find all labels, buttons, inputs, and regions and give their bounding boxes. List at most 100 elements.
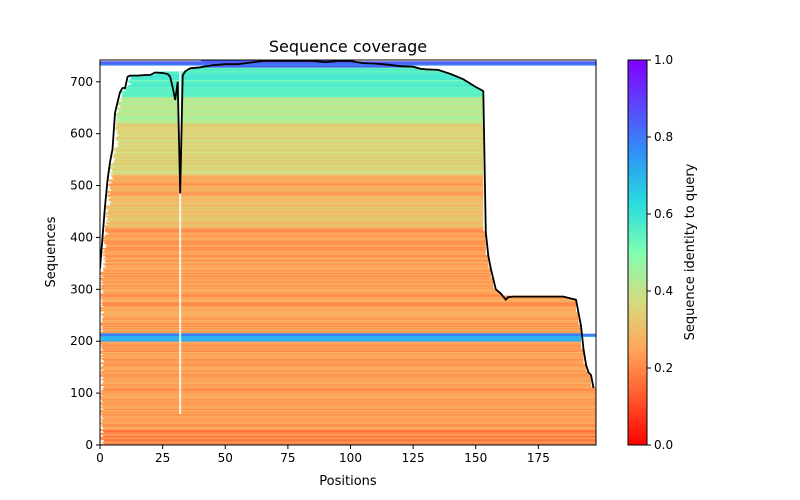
alignment-row xyxy=(121,100,484,102)
alignment-row xyxy=(102,317,579,319)
alignment-row xyxy=(100,340,581,342)
alignment-row xyxy=(100,396,596,398)
alignment-row xyxy=(102,247,486,250)
alignment-row xyxy=(131,83,471,86)
alignment-row xyxy=(100,398,596,400)
alignment-row xyxy=(103,284,494,286)
alignment-row xyxy=(100,310,576,312)
alignment-row xyxy=(106,216,484,219)
alignment-row xyxy=(102,407,596,409)
alignment-row xyxy=(103,269,491,271)
alignment-row xyxy=(100,332,581,335)
alignment-row xyxy=(108,211,484,213)
alignment-row xyxy=(103,258,489,260)
alignment-row xyxy=(103,305,576,308)
alignment-row xyxy=(101,301,576,304)
alignment-row xyxy=(109,203,484,205)
alignment-row xyxy=(101,326,581,329)
alignment-row xyxy=(103,311,576,313)
alignment-row xyxy=(102,382,591,385)
alignment-row xyxy=(102,250,486,253)
alignment-row xyxy=(111,181,484,183)
alignment-row xyxy=(116,139,484,142)
coverage-line xyxy=(100,60,595,389)
alignment-row xyxy=(106,243,486,246)
alignment-row xyxy=(101,383,591,386)
alignment-row xyxy=(100,271,491,274)
y-axis-label: Sequences xyxy=(44,216,59,287)
alignment-row xyxy=(100,345,581,347)
alignment-row xyxy=(101,354,584,357)
alignment-row xyxy=(101,416,596,419)
alignment-row xyxy=(102,348,584,350)
alignment-row xyxy=(116,126,484,128)
alignment-row xyxy=(117,135,484,138)
alignment-row xyxy=(112,176,484,178)
alignment-row xyxy=(101,419,596,421)
alignment-row xyxy=(100,422,596,424)
alignment-row xyxy=(100,403,596,405)
alignment-row xyxy=(158,72,449,74)
alignment-row xyxy=(104,260,489,262)
alignment-row xyxy=(107,184,484,186)
alignment-row xyxy=(114,158,484,160)
high-identity-row xyxy=(100,63,596,66)
alignment-row xyxy=(100,406,596,408)
alignment-row xyxy=(100,272,491,275)
alignment-row xyxy=(100,409,596,412)
alignment-row xyxy=(100,341,581,343)
alignment-row xyxy=(103,359,584,362)
alignment-row xyxy=(106,222,484,225)
alignment-row xyxy=(100,323,579,325)
alignment-row xyxy=(101,378,591,380)
alignment-row xyxy=(115,113,484,116)
alignment-row xyxy=(101,361,584,364)
alignment-row xyxy=(101,313,579,315)
colorbar-ticks: 0.0 0.2 0.4 0.6 0.8 1.0 xyxy=(647,53,673,452)
alignment-row xyxy=(102,373,589,375)
alignment-row xyxy=(102,240,486,242)
y-tick-label: 300 xyxy=(70,282,93,296)
alignment-row xyxy=(102,421,596,423)
alignment-row xyxy=(105,221,484,224)
alignment-row xyxy=(103,276,491,279)
alignment-row xyxy=(103,377,591,379)
alignment-row xyxy=(102,291,499,293)
alignment-row xyxy=(190,67,419,69)
alignment-row xyxy=(100,273,491,276)
alignment-row xyxy=(116,132,484,134)
alignment-row xyxy=(100,337,581,339)
alignment-row xyxy=(104,265,489,267)
alignment-row xyxy=(108,217,484,220)
alignment-row xyxy=(100,295,564,297)
alignment-row xyxy=(102,415,596,418)
alignment-row xyxy=(103,292,501,294)
alignment-row xyxy=(115,118,484,120)
chart-title: Sequence coverage xyxy=(269,37,427,56)
alignment-row xyxy=(104,261,489,263)
alignment-row xyxy=(115,129,484,131)
alignment-row xyxy=(103,427,596,429)
alignment-row xyxy=(103,430,596,432)
alignment-row xyxy=(102,399,596,401)
alignment-row xyxy=(105,213,484,215)
alignment-row xyxy=(100,368,586,370)
alignment-row xyxy=(100,397,596,399)
y-tick-label: 700 xyxy=(70,75,93,89)
alignment-row xyxy=(108,208,484,210)
alignment-row xyxy=(100,384,591,387)
alignment-row xyxy=(103,316,579,318)
x-tick-label: 175 xyxy=(527,451,550,465)
alignment-row xyxy=(105,235,486,237)
alignment-row xyxy=(110,192,484,195)
alignment-row xyxy=(115,147,484,149)
alignment-row xyxy=(114,148,484,150)
alignment-row xyxy=(106,244,486,247)
alignment-row xyxy=(108,210,484,212)
alignment-row xyxy=(103,426,596,428)
alignment-row xyxy=(118,121,484,123)
alignment-row xyxy=(100,278,494,281)
alignment-row xyxy=(188,70,441,72)
alignment-row xyxy=(116,138,484,141)
alignment-row xyxy=(129,81,469,84)
